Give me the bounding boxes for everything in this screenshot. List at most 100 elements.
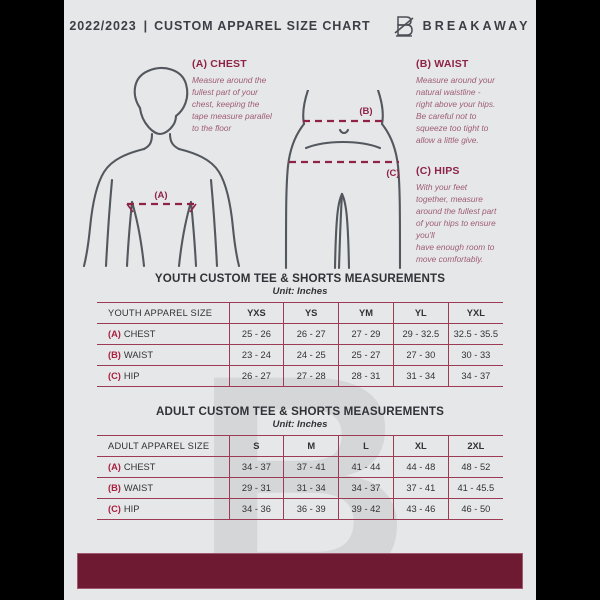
column-header-s: S	[228, 435, 284, 457]
row-label-tag: (A)	[108, 329, 121, 339]
annotation-chest: (A) CHEST Measure around the fullest par…	[192, 58, 302, 134]
table-header-row: ADULT APPAREL SIZE S M L XL 2XL	[97, 435, 503, 457]
cell-chest-2xl: 48 - 52	[447, 456, 503, 478]
adult-table-title: ADULT CUSTOM TEE & SHORTS MEASUREMENTS	[155, 405, 445, 418]
table-row: (B) WAIST 29 - 31 31 - 34 34 - 37 37 - 41 41 -…	[97, 477, 503, 499]
column-header-yxl: YXL	[447, 302, 503, 324]
adult-size-table-section: ADULT CUSTOM TEE & SHORTS MEASUREMENTS U…	[97, 405, 503, 520]
cell-chest-yxs: 25 - 26	[228, 323, 284, 345]
row-label-text: HIP	[123, 504, 140, 514]
brand-name: BREAKAWAY	[422, 19, 531, 33]
cell-hip-yxl: 34 - 37	[447, 365, 503, 387]
youth-size-table: YOUTH APPAREL SIZE YXS YS YM YL YXL (A) CHEST 2…	[97, 302, 503, 387]
row-label-text: WAIST	[123, 350, 153, 360]
cell-hip-m: 36 - 39	[283, 498, 339, 520]
column-header-2xl: 2XL	[447, 435, 503, 457]
cell-waist-l: 34 - 37	[338, 477, 394, 499]
column-header-ys: YS	[283, 302, 339, 324]
row-label-waist: (B) WAIST	[97, 344, 229, 366]
column-header-size-label: YOUTH APPAREL SIZE	[97, 302, 229, 324]
footer-color-band	[77, 553, 523, 589]
annotation-waist: (B) WAIST Measure around your natural wa…	[416, 58, 528, 146]
column-header-size-label: ADULT APPAREL SIZE	[97, 435, 229, 457]
adult-table-unit: Unit: Inches	[272, 419, 328, 430]
annotation-hips-title: (C) HIPS	[416, 165, 460, 177]
column-header-ym: YM	[338, 302, 394, 324]
cell-chest-xl: 44 - 48	[392, 456, 449, 478]
cell-chest-ym: 27 - 29	[338, 323, 394, 345]
cell-hip-yxs: 26 - 27	[228, 365, 284, 387]
row-label-tag: (A)	[108, 462, 121, 472]
cell-waist-yxl: 30 - 33	[447, 344, 503, 366]
row-label-text: WAIST	[123, 483, 153, 493]
page-header: 2022/2023 | CUSTOM APPAREL SIZE CHART BR…	[64, 0, 536, 52]
row-label-text: CHEST	[123, 329, 156, 339]
cell-waist-ym: 25 - 27	[338, 344, 394, 366]
annotation-waist-title: (B) WAIST	[416, 58, 469, 70]
row-label-chest: (A) CHEST	[97, 323, 229, 345]
row-label-text: HIP	[123, 371, 140, 381]
annotation-hips: (C) HIPS With your feet together, measur…	[416, 165, 528, 265]
row-label-tag: (C)	[108, 504, 121, 514]
cell-chest-l: 41 - 44	[338, 456, 394, 478]
cell-chest-s: 34 - 37	[228, 456, 284, 478]
column-header-xl: XL	[392, 435, 449, 457]
cell-hip-l: 39 - 42	[338, 498, 394, 520]
cell-chest-yl: 29 - 32.5	[392, 323, 449, 345]
cell-hip-2xl: 46 - 50	[447, 498, 503, 520]
cell-waist-xl: 37 - 41	[392, 477, 449, 499]
cell-hip-s: 34 - 36	[228, 498, 284, 520]
cell-waist-yxs: 23 - 24	[228, 344, 284, 366]
annotation-hips-body: With your feet together, measure around …	[416, 182, 497, 265]
brand-lockup: BREAKAWAY	[393, 13, 531, 39]
cell-hip-ys: 27 - 28	[283, 365, 339, 387]
youth-table-title: YOUTH CUSTOM TEE & SHORTS MEASUREMENTS	[154, 272, 446, 285]
row-label-hip: (C) HIP	[97, 498, 229, 520]
row-label-waist: (B) WAIST	[97, 477, 229, 499]
row-label-text: CHEST	[123, 462, 156, 472]
table-row: (A) CHEST 34 - 37 37 - 41 41 - 44 44 - 48 48 -…	[97, 456, 503, 478]
cell-waist-ys: 24 - 25	[283, 344, 339, 366]
annotation-chest-body: Measure around the fullest part of your …	[192, 75, 272, 134]
cell-hip-xl: 43 - 46	[392, 498, 449, 520]
cell-hip-ym: 28 - 31	[338, 365, 394, 387]
table-header-row: YOUTH APPAREL SIZE YXS YS YM YL YXL	[97, 302, 503, 324]
annotation-chest-title: (A) CHEST	[192, 58, 247, 70]
chest-marker-label: (A)	[154, 190, 167, 201]
cell-waist-s: 29 - 31	[228, 477, 284, 499]
row-label-hip: (C) HIP	[97, 365, 229, 387]
page-title: CUSTOM APPAREL SIZE CHART	[154, 19, 371, 33]
cell-chest-m: 37 - 41	[283, 456, 339, 478]
table-row: (A) CHEST 25 - 26 26 - 27 27 - 29 29 - 32.5 32…	[97, 323, 503, 345]
column-header-yl: YL	[392, 302, 449, 324]
column-header-m: M	[283, 435, 339, 457]
cell-waist-m: 31 - 34	[283, 477, 339, 499]
youth-size-table-section: YOUTH CUSTOM TEE & SHORTS MEASUREMENTS U…	[97, 272, 503, 387]
column-header-l: L	[338, 435, 394, 457]
header-season: 2022/2023	[69, 19, 137, 33]
adult-size-table: ADULT APPAREL SIZE S M L XL 2XL (A) CHEST 34 - …	[97, 435, 503, 520]
row-label-tag: (C)	[108, 371, 121, 381]
hips-figure-diagram: (B) (C)	[284, 90, 402, 270]
annotation-waist-body: Measure around your natural waistline - …	[416, 75, 496, 146]
table-row: (B) WAIST 23 - 24 24 - 25 25 - 27 27 - 30 30 -…	[97, 344, 503, 366]
size-chart-page: B 2022/2023 | CUSTOM APPAREL SIZE CHART …	[64, 0, 536, 600]
cell-chest-yxl: 32.5 - 35.5	[447, 323, 503, 345]
hips-marker-label: (C)	[386, 168, 399, 179]
row-label-chest: (A) CHEST	[97, 456, 229, 478]
cell-hip-yl: 31 - 34	[392, 365, 449, 387]
column-header-yxs: YXS	[228, 302, 284, 324]
header-separator: |	[143, 19, 148, 33]
table-row: (C) HIP 26 - 27 27 - 28 28 - 31 31 - 34 34 - 3…	[97, 365, 503, 387]
table-row: (C) HIP 34 - 36 36 - 39 39 - 42 43 - 46 46 - 5…	[97, 498, 503, 520]
row-label-tag: (B)	[108, 350, 121, 360]
row-label-tag: (B)	[108, 483, 121, 493]
youth-table-unit: Unit: Inches	[272, 286, 328, 297]
measurement-diagrams: (A) (B)	[64, 52, 536, 270]
cell-waist-yl: 27 - 30	[392, 344, 449, 366]
waist-marker-label: (B)	[359, 106, 372, 117]
breakaway-b-logo-icon	[394, 16, 414, 37]
cell-waist-2xl: 41 - 45.5	[447, 477, 503, 499]
cell-chest-ys: 26 - 27	[283, 323, 339, 345]
torso-figure-diagram: (A)	[82, 67, 241, 268]
